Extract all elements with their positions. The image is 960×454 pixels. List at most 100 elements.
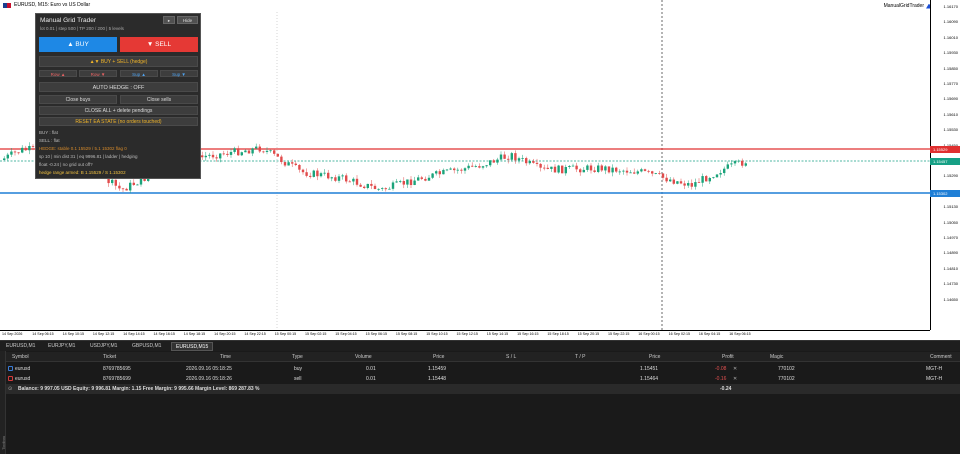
candle-body bbox=[521, 158, 524, 159]
row-magic: 770102 bbox=[778, 366, 795, 372]
candle-body bbox=[255, 146, 258, 149]
tab-eurjpy-m1[interactable]: EURJPY,M1 bbox=[48, 343, 76, 349]
price-tick-label: 1.15450 bbox=[944, 143, 958, 148]
row-comment: MGT-H bbox=[926, 376, 943, 382]
tab-eurusd-m1[interactable]: EURUSD,M1 bbox=[6, 343, 36, 349]
candle-body bbox=[6, 154, 9, 159]
candle-body bbox=[424, 178, 427, 181]
candle-body bbox=[636, 171, 639, 174]
col-comment[interactable]: Comment bbox=[930, 354, 952, 360]
time-tick-label: 14 Sep 12:15 bbox=[92, 332, 115, 336]
close-sells-button[interactable]: Close sells bbox=[120, 95, 198, 104]
candle-body bbox=[215, 157, 218, 159]
candle-body bbox=[622, 170, 625, 172]
table-row[interactable]: eurusd 8769785699 2026.09.16 05:18:26 se… bbox=[6, 374, 960, 384]
candle-body bbox=[28, 145, 31, 151]
sup-down-button[interactable]: Sup ▼ bbox=[160, 70, 198, 77]
candlestick-chart[interactable] bbox=[0, 0, 930, 330]
col-price[interactable]: Price bbox=[433, 354, 445, 360]
candle-body bbox=[237, 148, 240, 156]
sell-button[interactable]: ▼ SELL bbox=[120, 37, 198, 52]
candle-body bbox=[733, 161, 737, 164]
close-buys-button[interactable]: Close buys bbox=[39, 95, 117, 104]
hide-button[interactable]: Hide bbox=[177, 16, 198, 24]
candle-body bbox=[114, 179, 117, 186]
candle-body bbox=[568, 166, 571, 167]
close-position-icon[interactable]: ✕ bbox=[733, 366, 738, 372]
row-down-button[interactable]: Row ▼ bbox=[79, 70, 117, 77]
candle-body bbox=[507, 158, 510, 160]
candle-body bbox=[409, 179, 413, 186]
hedge-button[interactable]: ▲▼ BUY + SELL (hedge) bbox=[39, 56, 198, 67]
candle-body bbox=[481, 166, 485, 168]
toolbox-side-bar[interactable]: Toolbox bbox=[0, 351, 6, 454]
ea-name-label[interactable]: ManualGridTrader bbox=[884, 3, 932, 9]
time-tick-label: 16 Sep 04:15 bbox=[698, 332, 721, 336]
time-tick-label: 15 Sep 18:15 bbox=[547, 332, 569, 336]
row-volume: 0.01 bbox=[366, 366, 376, 372]
candle-body bbox=[435, 171, 438, 174]
candle-body bbox=[139, 176, 143, 185]
time-axis[interactable]: 14 Sep 2026 14 Sep 06:15 14 Sep 10:15 14 Se… bbox=[0, 330, 930, 340]
table-header: Symbol Ticket Time Type Volume Price S /… bbox=[6, 352, 960, 362]
tab-usdjpy-m1[interactable]: USDJPY,M1 bbox=[90, 343, 118, 349]
candle-body bbox=[312, 170, 315, 177]
close-position-icon[interactable]: ✕ bbox=[733, 376, 738, 382]
candle-body bbox=[222, 153, 225, 155]
col-tp[interactable]: T / P bbox=[575, 354, 586, 360]
grid-trader-panel[interactable]: Manual Grid Trader lot 0.01 | step 500 |… bbox=[35, 13, 201, 179]
candle-body bbox=[643, 169, 647, 171]
candle-body bbox=[589, 165, 593, 171]
candle-body bbox=[539, 163, 542, 168]
time-tick-label: 15 Sep 10:15 bbox=[426, 332, 448, 336]
row-ticket: 8769785695 bbox=[103, 366, 131, 372]
candle-body bbox=[17, 152, 20, 154]
candle-body bbox=[705, 176, 708, 182]
candle-body bbox=[355, 178, 359, 185]
candle-body bbox=[679, 181, 683, 184]
col-type[interactable]: Type bbox=[292, 354, 303, 360]
time-tick-label: 16 Sep 06:15 bbox=[729, 332, 751, 336]
auto-hedge-button[interactable]: AUTO HEDGE : OFF bbox=[39, 82, 198, 92]
price-tick-label: 1.15850 bbox=[943, 65, 958, 71]
candle-body bbox=[582, 169, 585, 173]
tab-eurusd-m15[interactable]: EURUSD,M15 bbox=[171, 342, 214, 351]
col-time[interactable]: Time bbox=[220, 354, 231, 360]
reset-state-button[interactable]: RESET EA STATE (no orders touched) bbox=[39, 117, 198, 126]
candle-body bbox=[453, 168, 456, 171]
candle-body bbox=[233, 148, 236, 152]
close-all-button[interactable]: CLOSE ALL + delete pendings bbox=[39, 106, 198, 115]
candle-body bbox=[384, 188, 387, 190]
col-profit[interactable]: Profit bbox=[722, 354, 734, 360]
play-button[interactable]: ▸ bbox=[163, 16, 175, 24]
candle-body bbox=[730, 163, 733, 165]
col-symbol[interactable]: Symbol bbox=[12, 354, 29, 360]
candle-body bbox=[420, 177, 423, 179]
price-tick-label: 1.15770 bbox=[943, 81, 958, 86]
price-badge-red: 1.15529 bbox=[930, 146, 960, 153]
candle-body bbox=[370, 183, 373, 186]
buy-button[interactable]: ▲ BUY bbox=[39, 37, 117, 52]
col-volume[interactable]: Volume bbox=[355, 354, 372, 360]
candle-body bbox=[334, 177, 337, 181]
expert-hat-icon bbox=[926, 3, 932, 9]
row-up-button[interactable]: Row ▲ bbox=[39, 70, 77, 77]
candle-body bbox=[532, 161, 535, 163]
col-current-price[interactable]: Price bbox=[649, 354, 661, 360]
candle-body bbox=[330, 177, 333, 179]
candle-body bbox=[676, 181, 679, 184]
candle-body bbox=[640, 169, 643, 172]
table-row[interactable]: eurusd 8769785695 2026.09.16 05:18:25 bu… bbox=[6, 364, 960, 374]
candle-body bbox=[741, 160, 744, 166]
col-sl[interactable]: S / L bbox=[506, 354, 517, 360]
col-ticket[interactable]: Ticket bbox=[103, 354, 117, 360]
tab-gbpusd-m1[interactable]: GBPUSD,M1 bbox=[132, 343, 162, 349]
candle-body bbox=[262, 151, 265, 153]
ea-name-text: ManualGridTrader bbox=[883, 3, 924, 9]
candle-body bbox=[514, 153, 517, 161]
price-axis[interactable]: 1.14650 1.14730 1.14810 1.14890 1.14970 1.150… bbox=[930, 0, 960, 330]
sup-up-button[interactable]: Sup ▲ bbox=[120, 70, 158, 77]
trade-terminal: Toolbox Symbol Ticket Time Type Volume P… bbox=[0, 351, 960, 454]
candle-body bbox=[535, 162, 539, 164]
col-magic[interactable]: Magic bbox=[770, 354, 784, 360]
